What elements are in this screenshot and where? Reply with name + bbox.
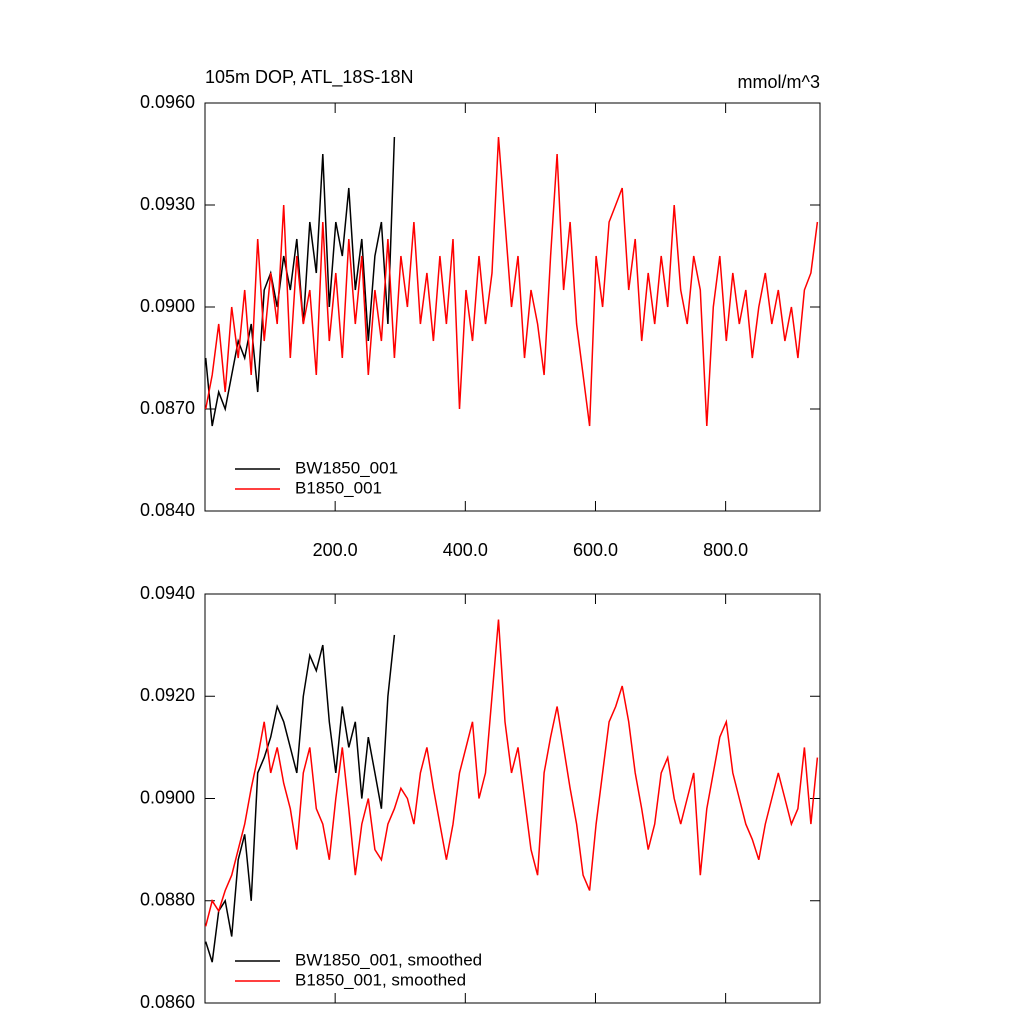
y-tick-label: 0.0960 <box>140 92 195 112</box>
series-line <box>204 619 819 927</box>
y-tick-label: 0.0860 <box>140 992 195 1012</box>
x-tick-label: 800.0 <box>703 540 748 560</box>
legend-label: B1850_001 <box>295 478 382 497</box>
plot-frame <box>204 593 821 1004</box>
x-tick-label: 600.0 <box>573 540 618 560</box>
units-label: mmol/m^3 <box>738 72 820 92</box>
y-tick-label: 0.0900 <box>140 787 195 807</box>
legend-label: BW1850_001, smoothed <box>295 950 482 969</box>
y-tick-label: 0.0930 <box>140 194 195 214</box>
plot-frame <box>204 102 821 512</box>
x-tick-label: 400.0 <box>443 540 488 560</box>
x-tick-label: 200.0 <box>313 540 358 560</box>
y-tick-label: 0.0840 <box>140 500 195 520</box>
y-tick-label: 0.0870 <box>140 398 195 418</box>
y-tick-label: 0.0880 <box>140 890 195 910</box>
y-tick-label: 0.0900 <box>140 296 195 316</box>
series-line <box>204 136 819 427</box>
y-tick-label: 0.0940 <box>140 583 195 603</box>
series-line <box>204 634 396 963</box>
legend-label: BW1850_001 <box>295 458 398 477</box>
series-line <box>204 136 396 427</box>
legend-label: B1850_001, smoothed <box>295 970 466 989</box>
chart-title: 105m DOP, ATL_18S-18N <box>205 67 413 88</box>
y-tick-label: 0.0920 <box>140 685 195 705</box>
